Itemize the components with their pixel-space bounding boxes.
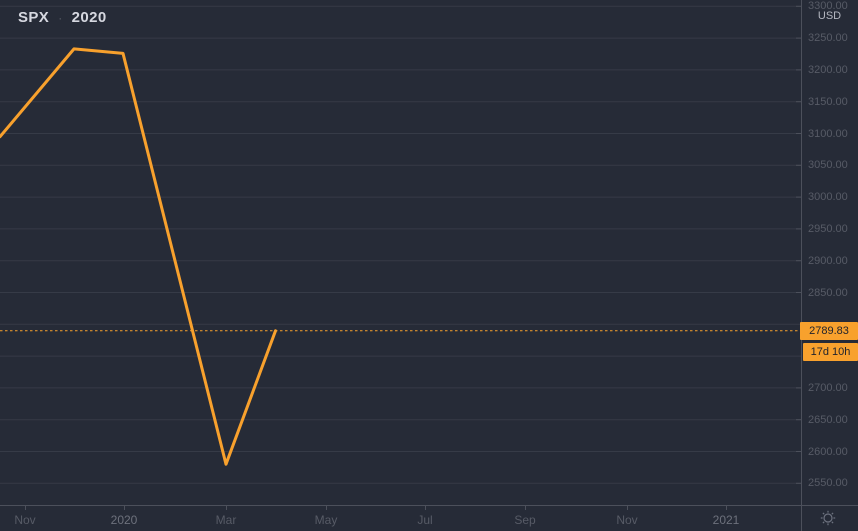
time-axis[interactable]: Nov 2020 Mar May Jul Sep Nov 2021 — [0, 505, 858, 531]
chart-pane: SPX · 2020 — [0, 0, 801, 505]
price-tick-label: 2850.00 — [808, 286, 848, 299]
time-tick — [124, 506, 125, 510]
time-tick — [25, 506, 26, 510]
price-tick-label: 2550.00 — [808, 477, 848, 490]
price-tick-label: 3200.00 — [808, 63, 848, 76]
time-tick — [726, 506, 727, 510]
symbol-title[interactable]: SPX — [18, 9, 50, 26]
price-tick-label: 3250.00 — [808, 32, 848, 45]
price-tick-label: 2700.00 — [808, 381, 848, 394]
time-tick-label: May — [314, 513, 338, 527]
time-tick — [525, 506, 526, 510]
time-tick — [627, 506, 628, 510]
price-axis-border — [801, 0, 802, 531]
interval-title[interactable]: 2020 — [71, 9, 107, 26]
price-tick-label: 2600.00 — [808, 445, 848, 458]
time-tick — [226, 506, 227, 510]
price-tick-label: 2650.00 — [808, 413, 848, 426]
price-chart-canvas[interactable] — [0, 0, 801, 505]
price-tick-label: 2950.00 — [808, 222, 848, 235]
price-tick-label: 2900.00 — [808, 254, 848, 267]
price-tick-label: 3000.00 — [808, 191, 848, 204]
last-price-label: 2789.83 — [800, 321, 858, 340]
time-tick — [425, 506, 426, 510]
time-tick-label: Nov — [14, 513, 36, 527]
price-tick-label: 3050.00 — [808, 159, 848, 172]
chart-legend: SPX · 2020 — [18, 9, 107, 26]
time-tick-label: Sep — [514, 513, 536, 527]
time-tick-label: Nov — [616, 513, 638, 527]
price-tick-label: 3100.00 — [808, 127, 848, 140]
price-axis[interactable]: USD 2789.83 17d 10h 3300.00 3250.00 3200.0… — [800, 0, 858, 505]
time-tick-label: Mar — [215, 513, 237, 527]
time-tick-label: 2020 — [110, 513, 138, 527]
price-line-series — [0, 47, 277, 466]
price-tick-label: 3300.00 — [808, 0, 848, 13]
time-tick-label: 2021 — [712, 513, 740, 527]
time-tick-label: Jul — [417, 513, 433, 527]
price-tick-label: 3150.00 — [808, 95, 848, 108]
time-tick — [326, 506, 327, 510]
legend-separator-dot: · — [58, 10, 63, 25]
currency-label: USD — [817, 10, 842, 22]
bar-countdown-label: 17d 10h — [803, 342, 858, 361]
gear-icon[interactable] — [812, 508, 844, 528]
